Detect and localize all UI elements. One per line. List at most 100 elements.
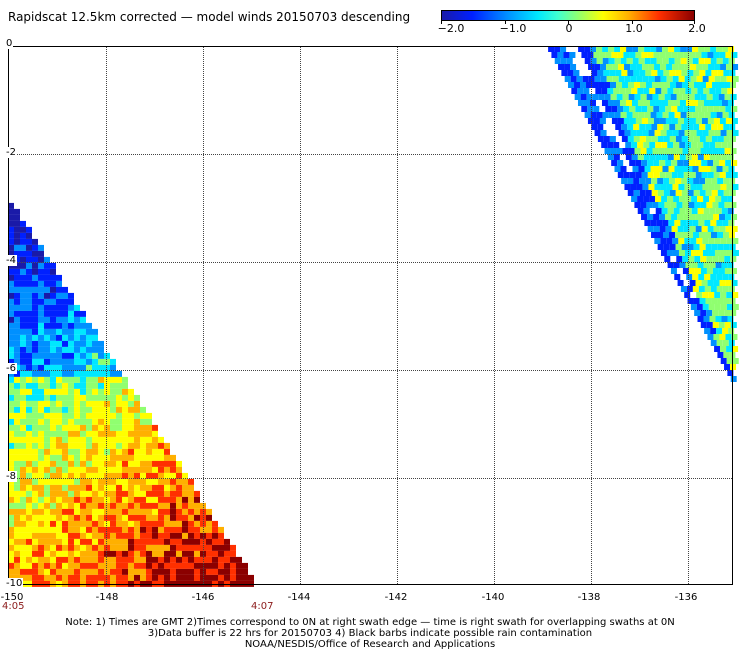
wind-cell bbox=[146, 532, 152, 539]
wind-cell bbox=[702, 292, 709, 298]
wind-cell bbox=[212, 580, 218, 587]
wind-cell bbox=[665, 160, 672, 166]
wind-cell bbox=[44, 412, 50, 419]
wind-cell bbox=[122, 556, 128, 563]
wind-cell bbox=[44, 538, 50, 545]
wind-cell bbox=[86, 574, 92, 581]
wind-cell bbox=[38, 262, 44, 269]
wind-cell bbox=[26, 358, 32, 365]
wind-cell bbox=[38, 322, 44, 329]
wind-cell bbox=[212, 538, 218, 545]
wind-cell bbox=[666, 250, 673, 256]
wind-cell bbox=[62, 496, 68, 503]
wind-cell bbox=[218, 580, 224, 587]
wind-cell bbox=[26, 280, 32, 287]
wind-cell bbox=[584, 46, 591, 52]
wind-cell bbox=[674, 166, 681, 172]
wind-cell bbox=[116, 568, 122, 575]
wind-cell bbox=[14, 256, 20, 263]
wind-cell bbox=[713, 106, 720, 112]
wind-cell bbox=[717, 298, 724, 304]
wind-cell bbox=[32, 376, 38, 383]
wind-cell bbox=[672, 238, 679, 244]
wind-cell bbox=[50, 496, 56, 503]
wind-cell bbox=[720, 250, 727, 256]
wind-cell bbox=[128, 538, 134, 545]
wind-cell bbox=[592, 82, 599, 88]
wind-cell bbox=[691, 262, 698, 268]
wind-cell bbox=[32, 310, 38, 317]
wind-cell bbox=[712, 310, 719, 316]
wind-cell bbox=[677, 106, 684, 112]
wind-cell bbox=[50, 550, 56, 557]
wind-cell bbox=[14, 466, 20, 473]
wind-cell bbox=[672, 184, 679, 190]
wind-cell bbox=[730, 82, 737, 88]
wind-cell bbox=[170, 460, 176, 467]
wind-cell bbox=[170, 550, 176, 557]
wind-cell bbox=[98, 370, 104, 377]
wind-cell bbox=[92, 394, 98, 401]
wind-cell bbox=[104, 424, 110, 431]
wind-cell bbox=[640, 202, 647, 208]
wind-cell bbox=[116, 448, 122, 455]
wind-cell bbox=[68, 430, 74, 437]
wind-cell bbox=[122, 394, 128, 401]
wind-cell bbox=[648, 64, 655, 70]
wind-cell bbox=[8, 394, 14, 401]
wind-cell bbox=[8, 406, 14, 413]
wind-cell bbox=[98, 532, 104, 539]
wind-cell bbox=[715, 88, 722, 94]
wind-cell bbox=[714, 250, 721, 256]
wind-cell bbox=[712, 322, 719, 328]
wind-cell bbox=[620, 46, 627, 52]
wind-cell bbox=[104, 526, 110, 533]
wind-cell bbox=[641, 52, 648, 58]
wind-cell bbox=[14, 406, 20, 413]
wind-cell bbox=[74, 388, 80, 395]
wind-cell bbox=[44, 454, 50, 461]
wind-cell bbox=[14, 346, 20, 353]
wind-cell bbox=[152, 556, 158, 563]
wind-cell bbox=[708, 304, 715, 310]
wind-cell bbox=[212, 520, 218, 527]
wind-cell bbox=[38, 544, 44, 551]
wind-cell bbox=[32, 406, 38, 413]
wind-cell bbox=[80, 454, 86, 461]
wind-cell bbox=[26, 496, 32, 503]
wind-cell bbox=[50, 472, 56, 479]
wind-cell bbox=[110, 556, 116, 563]
wind-cell bbox=[14, 526, 20, 533]
wind-cell bbox=[80, 370, 86, 377]
wind-cell bbox=[50, 262, 56, 269]
wind-cell bbox=[158, 562, 164, 569]
wind-cell bbox=[32, 556, 38, 563]
wind-cell bbox=[673, 142, 680, 148]
wind-cell bbox=[86, 394, 92, 401]
wind-cell bbox=[692, 46, 699, 52]
wind-cell bbox=[730, 322, 737, 328]
wind-cell bbox=[20, 382, 26, 389]
wind-cell bbox=[635, 106, 642, 112]
wind-cell bbox=[701, 226, 708, 232]
wind-cell bbox=[14, 364, 20, 371]
wind-cell bbox=[604, 82, 611, 88]
wind-cell bbox=[206, 568, 212, 575]
wind-cell bbox=[62, 556, 68, 563]
wind-cell bbox=[661, 142, 668, 148]
wind-cell bbox=[68, 442, 74, 449]
wind-cell bbox=[662, 58, 669, 64]
wind-cell bbox=[242, 568, 248, 575]
wind-cell bbox=[643, 196, 650, 202]
wind-cell bbox=[56, 466, 62, 473]
wind-cell bbox=[20, 484, 26, 491]
wind-cell bbox=[230, 574, 236, 581]
wind-cell bbox=[134, 442, 140, 449]
wind-cell bbox=[694, 310, 701, 316]
wind-cell bbox=[711, 190, 718, 196]
wind-cell bbox=[98, 478, 104, 485]
wind-cell bbox=[140, 406, 146, 413]
wind-cell bbox=[635, 52, 642, 58]
wind-cell bbox=[601, 100, 608, 106]
wind-cell bbox=[716, 286, 723, 292]
